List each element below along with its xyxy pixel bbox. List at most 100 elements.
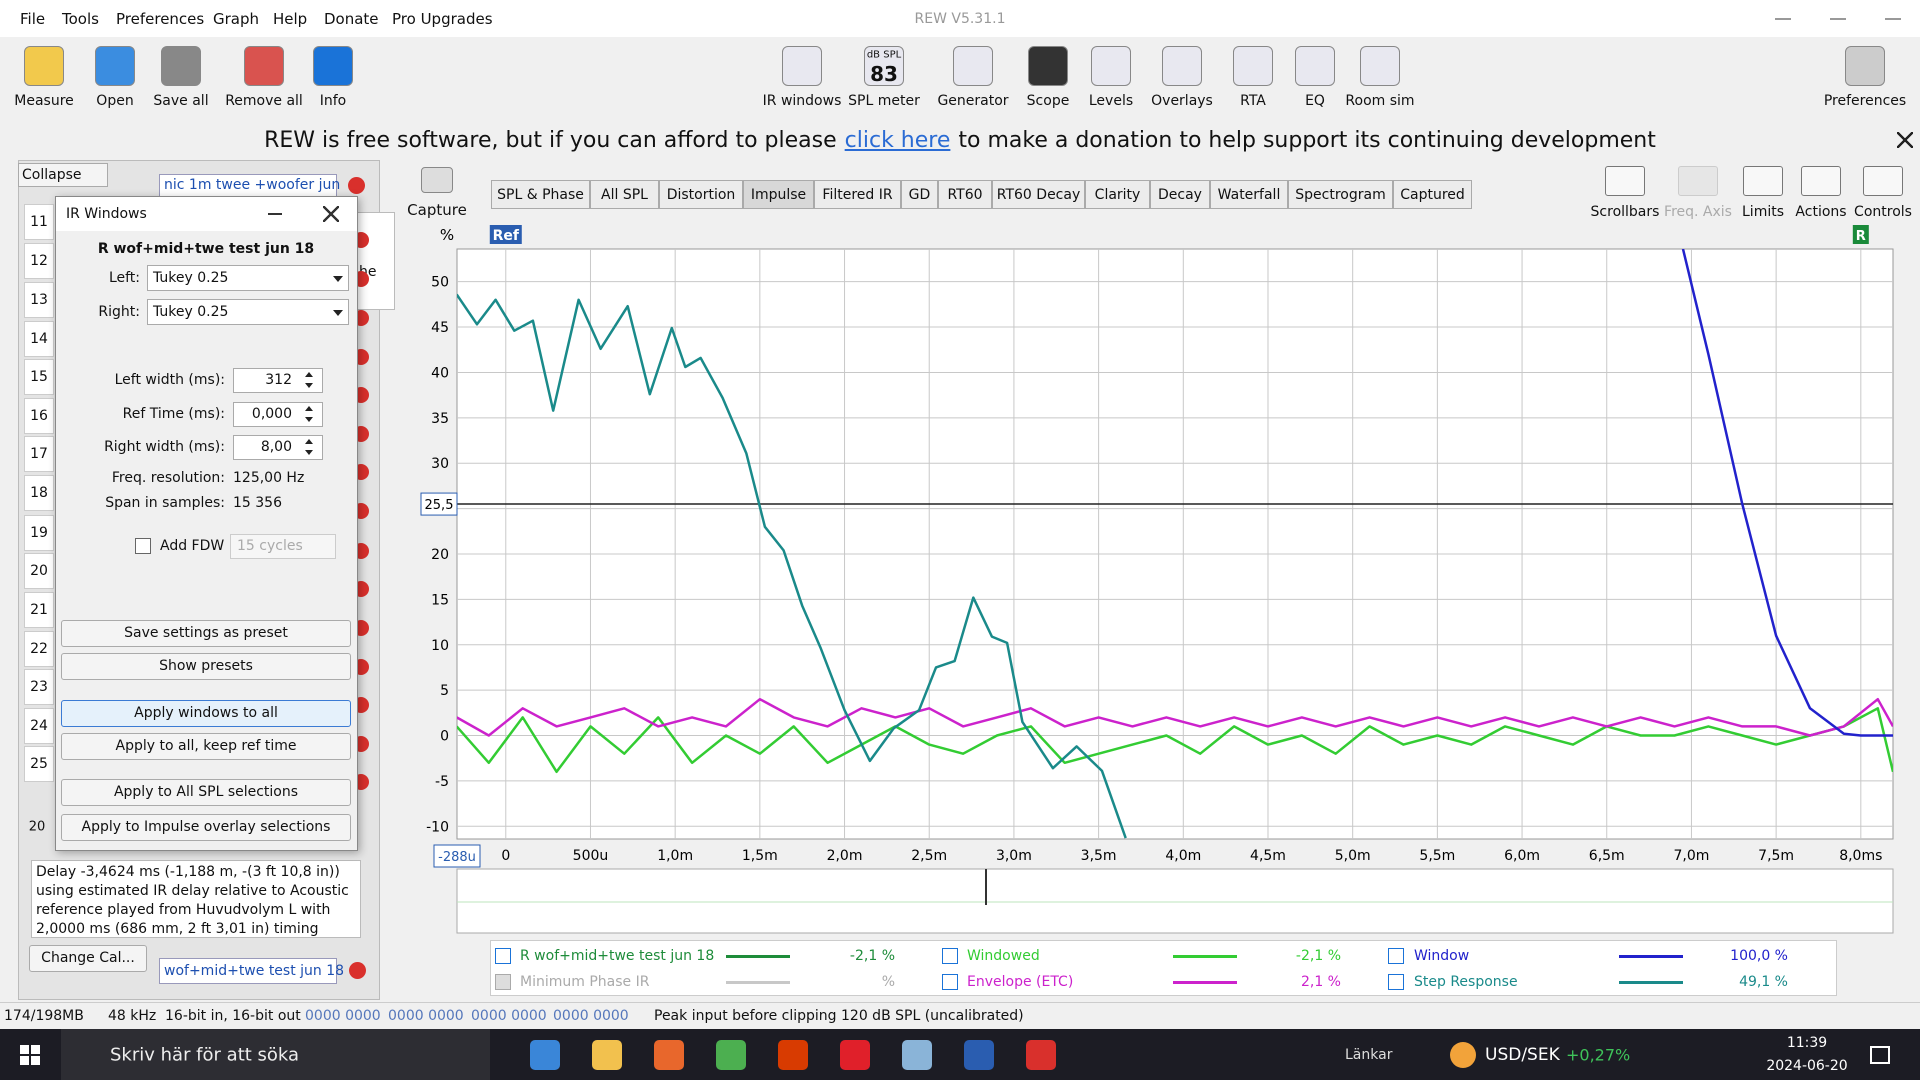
toolbar-label[interactable]: Scope bbox=[1026, 93, 1070, 109]
graph-tab[interactable] bbox=[1393, 180, 1472, 209]
graph-tab-label[interactable]: Decay bbox=[1158, 187, 1202, 203]
legend-checkbox[interactable] bbox=[1388, 974, 1404, 990]
capture-label[interactable]: Capture bbox=[407, 201, 467, 219]
window-select[interactable] bbox=[147, 299, 349, 325]
dialog-button[interactable] bbox=[61, 779, 351, 806]
graph-tab[interactable] bbox=[901, 180, 938, 209]
toolbar-label[interactable]: RTA bbox=[1240, 93, 1266, 109]
taskbar-app[interactable] bbox=[840, 1040, 870, 1070]
dialog-button-label[interactable]: Save settings as preset bbox=[124, 625, 288, 641]
toolbar-label[interactable]: Overlays bbox=[1151, 93, 1213, 109]
dialog-button[interactable] bbox=[61, 700, 351, 727]
toolbar-icon[interactable] bbox=[1028, 46, 1068, 86]
toolbar-icon[interactable] bbox=[1845, 46, 1885, 86]
toolbar-label[interactable]: IR windows bbox=[762, 93, 842, 109]
dialog-button[interactable] bbox=[61, 814, 351, 841]
toolbar-label[interactable]: Levels bbox=[1088, 93, 1134, 109]
menu-item[interactable]: Pro Upgrades bbox=[392, 10, 493, 28]
field-value[interactable]: 0,000 bbox=[251, 406, 292, 422]
graph-tab-label[interactable]: Spectrogram bbox=[1295, 187, 1386, 203]
graph-tab-label[interactable]: Impulse bbox=[750, 187, 807, 203]
graph-tab-label[interactable]: Distortion bbox=[666, 187, 736, 203]
graph-tab-label[interactable]: All SPL bbox=[601, 187, 648, 203]
collapse-label[interactable]: Collapse bbox=[22, 167, 82, 183]
graph-tab-label[interactable]: RT60 bbox=[947, 187, 983, 203]
toolbar-icon[interactable] bbox=[1360, 46, 1400, 86]
banner-close[interactable] bbox=[1897, 132, 1913, 148]
taskbar-app[interactable] bbox=[964, 1040, 994, 1070]
graph-tool-icon[interactable] bbox=[1863, 166, 1903, 196]
legend-name[interactable]: Minimum Phase IR bbox=[520, 974, 650, 990]
notification-icon[interactable] bbox=[1870, 1046, 1890, 1064]
graph-tool-icon[interactable] bbox=[1743, 166, 1783, 196]
graph-tool-label[interactable]: Limits bbox=[1742, 204, 1784, 220]
toolbar-label[interactable]: Save all bbox=[153, 93, 209, 109]
taskbar-app[interactable] bbox=[778, 1040, 808, 1070]
menu-item[interactable]: Graph bbox=[213, 10, 260, 28]
legend-checkbox[interactable] bbox=[942, 974, 958, 990]
toolbar-label[interactable]: Open bbox=[96, 93, 134, 109]
menu-item[interactable]: Donate bbox=[324, 10, 379, 28]
toolbar-label[interactable]: Preferences bbox=[1823, 93, 1907, 109]
graph-tab[interactable] bbox=[992, 180, 1085, 209]
graph-tab-label[interactable]: Clarity bbox=[1094, 187, 1141, 203]
toolbar-icon[interactable] bbox=[1233, 46, 1273, 86]
toolbar-label[interactable]: Generator bbox=[937, 93, 1009, 109]
graph-tab[interactable] bbox=[743, 180, 814, 209]
dialog-minimize[interactable] bbox=[268, 213, 282, 215]
dialog-button[interactable] bbox=[61, 620, 351, 647]
select-value[interactable]: Tukey 0.25 bbox=[153, 304, 229, 320]
graph-tab[interactable] bbox=[590, 180, 659, 209]
legend-name[interactable]: Envelope (ETC) bbox=[967, 974, 1074, 990]
taskbar-app[interactable] bbox=[592, 1040, 622, 1070]
field-value[interactable]: 8,00 bbox=[260, 439, 292, 455]
taskbar-app[interactable] bbox=[716, 1040, 746, 1070]
dialog-button-label[interactable]: Apply to Impulse overlay selections bbox=[81, 819, 331, 835]
toolbar-icon[interactable] bbox=[313, 46, 353, 86]
graph-tool-label[interactable]: Scrollbars bbox=[1590, 204, 1660, 220]
window-control[interactable] bbox=[1830, 18, 1846, 20]
toolbar-icon[interactable] bbox=[24, 46, 64, 86]
graph-tab[interactable] bbox=[1085, 180, 1150, 209]
toolbar-icon[interactable] bbox=[244, 46, 284, 86]
toolbar-icon[interactable] bbox=[95, 46, 135, 86]
graph-tab[interactable] bbox=[938, 180, 992, 209]
legend-checkbox[interactable] bbox=[495, 974, 511, 990]
legend-name[interactable]: Windowed bbox=[967, 948, 1040, 964]
dialog-button[interactable] bbox=[61, 653, 351, 680]
spinner-field[interactable] bbox=[233, 368, 323, 393]
graph-tab-label[interactable]: GD bbox=[908, 187, 931, 203]
toolbar-label[interactable]: Remove all bbox=[225, 93, 303, 109]
legend-name[interactable]: R wof+mid+twe test jun 18 bbox=[520, 948, 715, 964]
field-value[interactable]: 312 bbox=[265, 372, 292, 388]
change-cal-button[interactable] bbox=[29, 945, 147, 972]
toolbar-icon[interactable] bbox=[1162, 46, 1202, 86]
graph-tab[interactable] bbox=[814, 180, 901, 209]
graph-tab[interactable] bbox=[1288, 180, 1393, 209]
graph-tool-icon[interactable] bbox=[1801, 166, 1841, 196]
remove-button[interactable] bbox=[348, 177, 365, 194]
fdw-checkbox[interactable] bbox=[135, 538, 151, 554]
legend-name[interactable]: Window bbox=[1414, 948, 1470, 964]
graph-tool-icon[interactable] bbox=[1605, 166, 1645, 196]
search-placeholder[interactable]: Skriv här för att söka bbox=[110, 1044, 300, 1066]
toolbar-label[interactable]: Info bbox=[319, 93, 347, 109]
menu-item[interactable]: Preferences bbox=[116, 10, 205, 28]
graph-tab[interactable] bbox=[1150, 180, 1210, 209]
taskbar-app[interactable] bbox=[902, 1040, 932, 1070]
taskbar-app[interactable] bbox=[1026, 1040, 1056, 1070]
taskbar-app[interactable] bbox=[654, 1040, 684, 1070]
capture-icon[interactable] bbox=[421, 167, 453, 193]
toolbar-label[interactable]: Room sim bbox=[1345, 93, 1415, 109]
toolbar-icon[interactable] bbox=[953, 46, 993, 86]
start-button[interactable] bbox=[20, 1045, 40, 1065]
window-select[interactable] bbox=[147, 265, 349, 291]
legend-checkbox[interactable] bbox=[1388, 948, 1404, 964]
graph-tab-label[interactable]: Filtered IR bbox=[822, 187, 893, 203]
toolbar-icon[interactable] bbox=[782, 46, 822, 86]
graph-tab[interactable] bbox=[491, 180, 590, 209]
graph-tab[interactable] bbox=[659, 180, 743, 209]
toolbar-label[interactable]: Measure bbox=[14, 93, 74, 109]
dialog-button-label[interactable]: Apply to all, keep ref time bbox=[115, 738, 297, 754]
collapse-button[interactable] bbox=[18, 163, 108, 187]
